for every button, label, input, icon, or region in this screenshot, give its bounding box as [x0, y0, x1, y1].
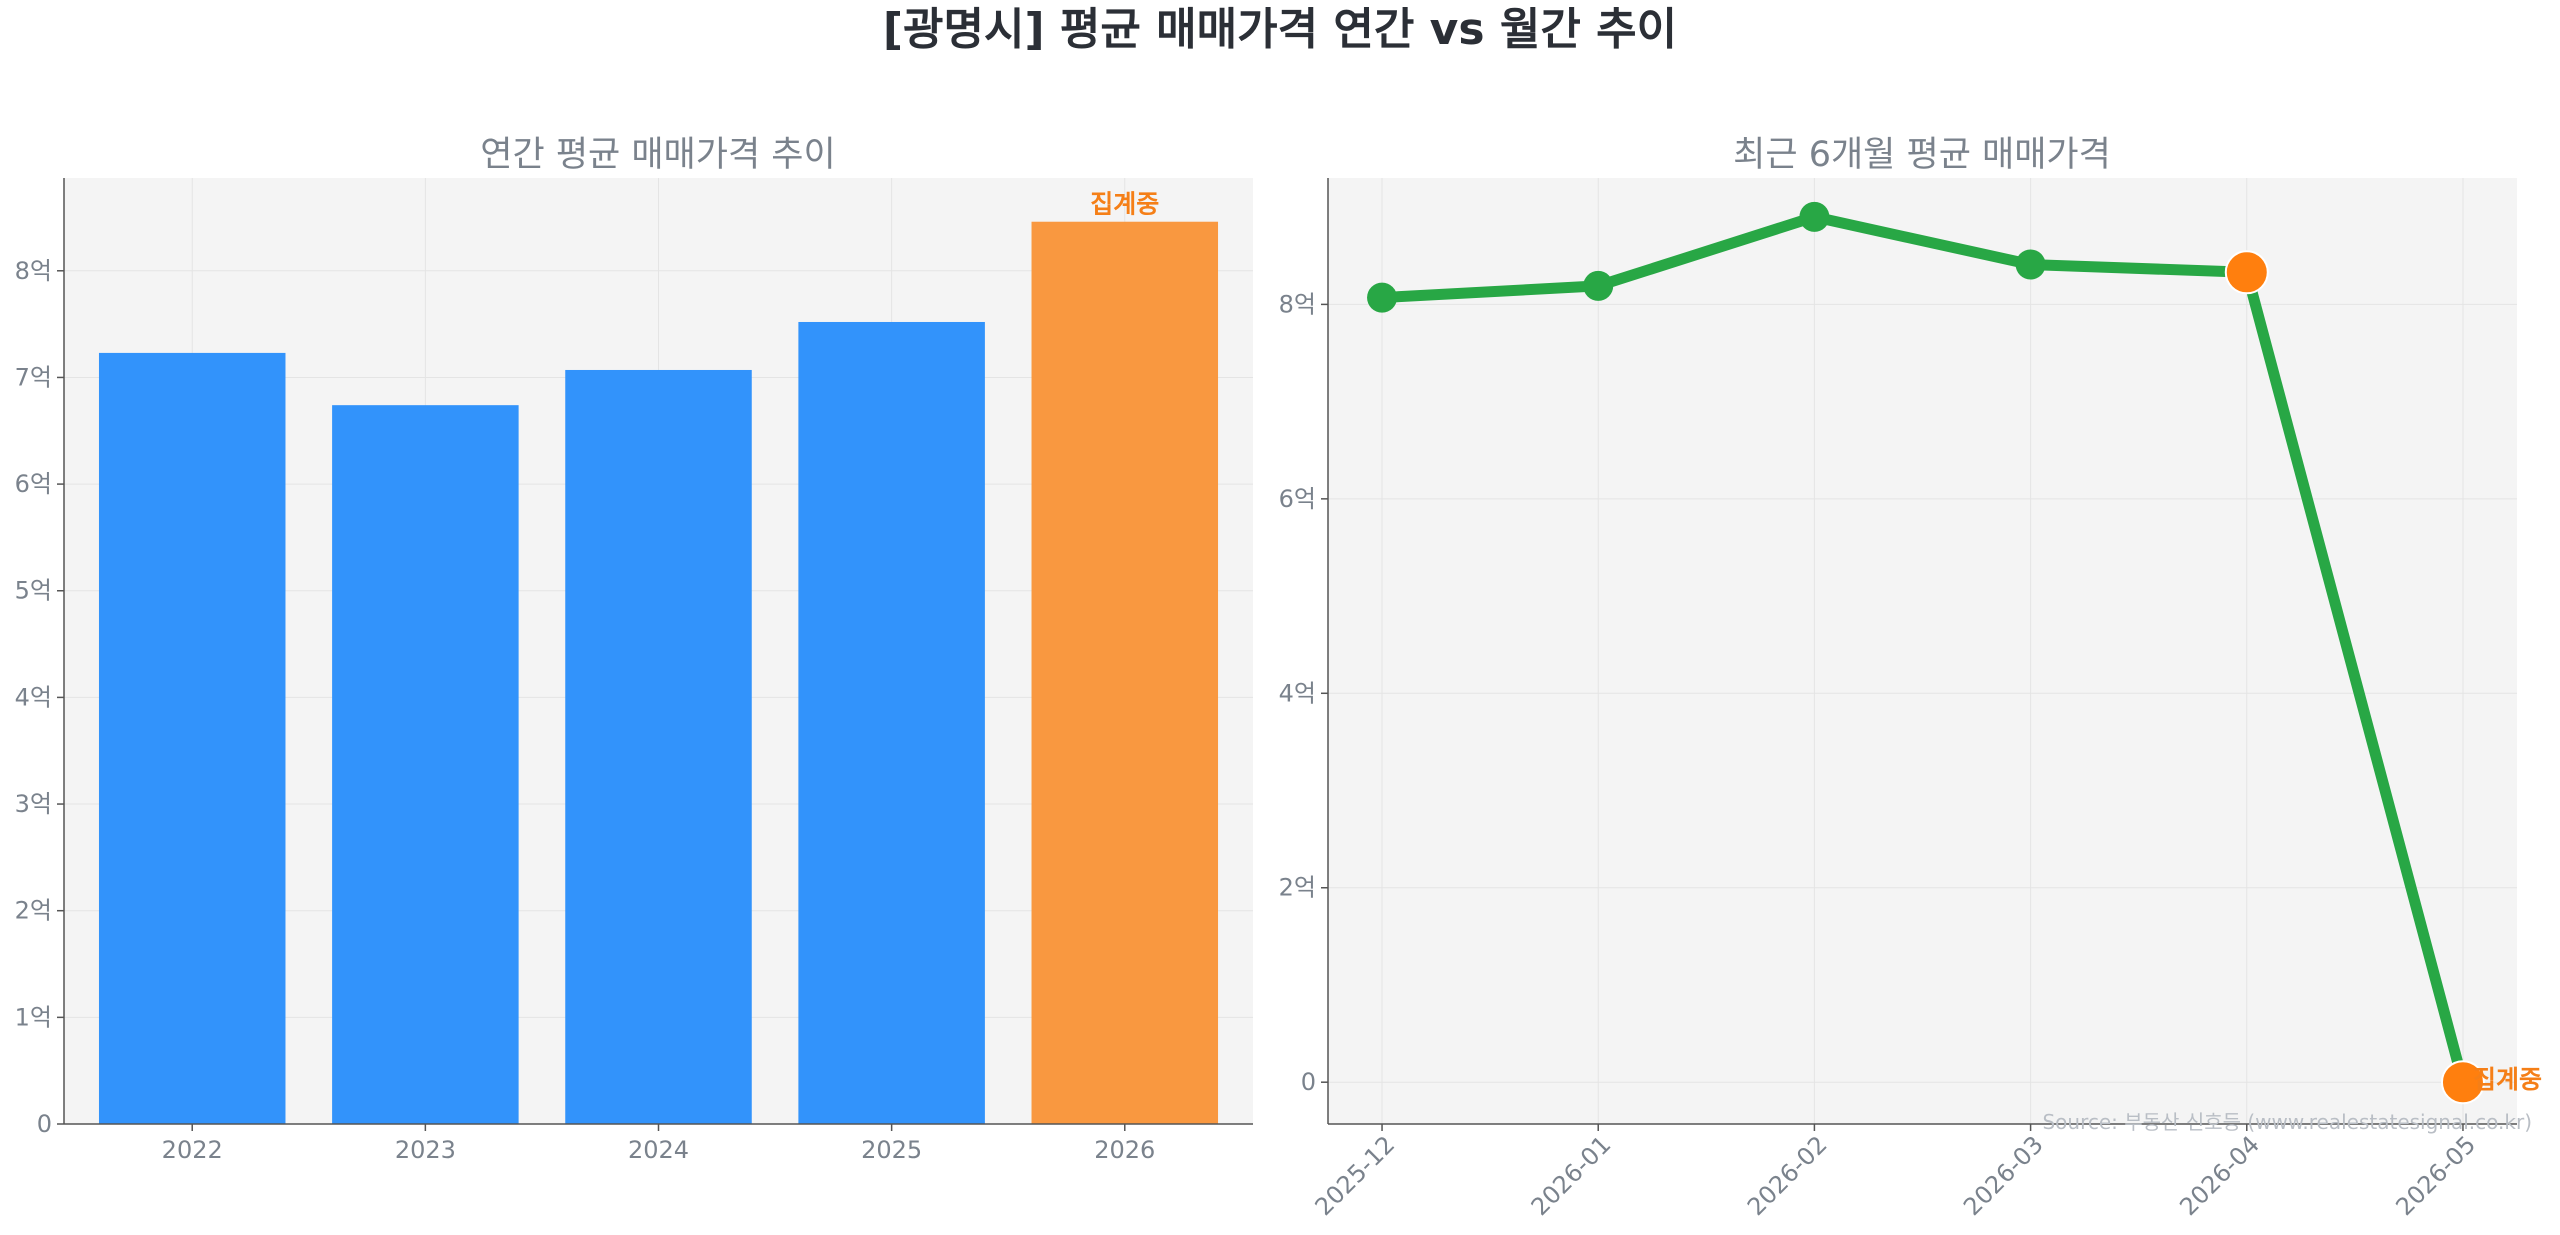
point-2025-12: [1367, 282, 1398, 313]
annual-x-tick-label: 2025: [861, 1136, 922, 1164]
monthly-y-tick-label: 2억: [1279, 874, 1316, 902]
point-2026-04: [2224, 250, 2269, 295]
monthly-x-ticks: 2025-12 2026-01 2026-02 2026-03 2026-04 2026-…: [1310, 1124, 2481, 1221]
monthly-pending-label-group: 집계중: [2473, 1065, 2542, 1094]
annual-y-tick-label: 0: [37, 1110, 52, 1138]
bar-2025: [798, 321, 985, 1124]
annual-y-tick-label: 7억: [15, 363, 52, 391]
monthly-y-ticks: 0 2억 4억 6억 8억: [1279, 290, 1328, 1096]
monthly-x-tick-label: 2026-02: [1742, 1130, 1833, 1221]
annual-pending-label: 집계중: [1090, 190, 1159, 219]
monthly-chart-title: 최근 6개월 평균 매매가격: [1733, 135, 2111, 175]
monthly-line-series: [1367, 201, 2485, 1105]
annual-x-tick-label: 2026: [1094, 1136, 1155, 1164]
bar-2023: [332, 405, 519, 1124]
point-2026-05: [2440, 1060, 2485, 1105]
annual-bars: [98, 221, 1219, 1125]
monthly-x-tick-label: 2026-05: [2390, 1130, 2481, 1221]
annual-y-tick-label: 4억: [15, 683, 52, 711]
monthly-x-tick-label: 2026-03: [1958, 1130, 2049, 1221]
monthly-price-line: [1376, 211, 2469, 1088]
point-2026-03: [2015, 249, 2046, 280]
monthly-price-chart: 집계중 0 2억 4억 6억 8억 2025-12 2026-01 2026-02 2026-…: [1279, 135, 2542, 1221]
monthly-y-tick-label: 4억: [1279, 679, 1316, 707]
annual-x-ticks: 2022 2023 2024 2025 2026: [162, 1124, 1155, 1164]
monthly-x-tick-label: 2026-01: [1526, 1130, 1617, 1221]
monthly-y-tick-label: 6억: [1279, 485, 1316, 513]
monthly-grid: [1328, 178, 2517, 1124]
main-title: [광명시] 평균 매매가격 연간 vs 월간 추이: [883, 4, 1677, 55]
annual-x-tick-label: 2024: [628, 1136, 689, 1164]
point-2026-01: [1583, 270, 1614, 301]
annual-x-tick-label: 2023: [395, 1136, 456, 1164]
annual-y-tick-label: 1억: [15, 1003, 52, 1031]
annual-y-tick-label: 8억: [15, 257, 52, 285]
monthly-y-tick-label: 8억: [1279, 290, 1316, 318]
annual-chart-title: 연간 평균 매매가격 추이: [480, 135, 835, 175]
monthly-x-tick-label: 2026-04: [2174, 1130, 2265, 1221]
annual-y-tick-label: 3억: [15, 790, 52, 818]
monthly-pending-label: 집계중: [2473, 1065, 2542, 1094]
annual-pending-label-group: 집계중: [1090, 190, 1159, 219]
annual-y-tick-label: 2억: [15, 897, 52, 925]
annual-y-tick-label: 6억: [15, 470, 52, 498]
monthly-y-tick-label: 0: [1301, 1068, 1316, 1096]
annual-x-tick-label: 2022: [162, 1136, 223, 1164]
bar-2024: [565, 369, 752, 1125]
annual-y-ticks: 0 1억 2억 3억 4억 5억 6억 7억 8억: [15, 257, 64, 1138]
bar-2026: [1031, 221, 1219, 1124]
monthly-x-tick-label: 2025-12: [1310, 1130, 1401, 1221]
monthly-plot-area: [1328, 178, 2517, 1124]
source-note: Source: 부동산 신호등 (www.realestatesignal.co…: [2042, 1110, 2532, 1134]
annual-y-tick-label: 5억: [15, 577, 52, 605]
point-2026-02: [1799, 201, 1830, 232]
bar-2022: [98, 352, 286, 1124]
